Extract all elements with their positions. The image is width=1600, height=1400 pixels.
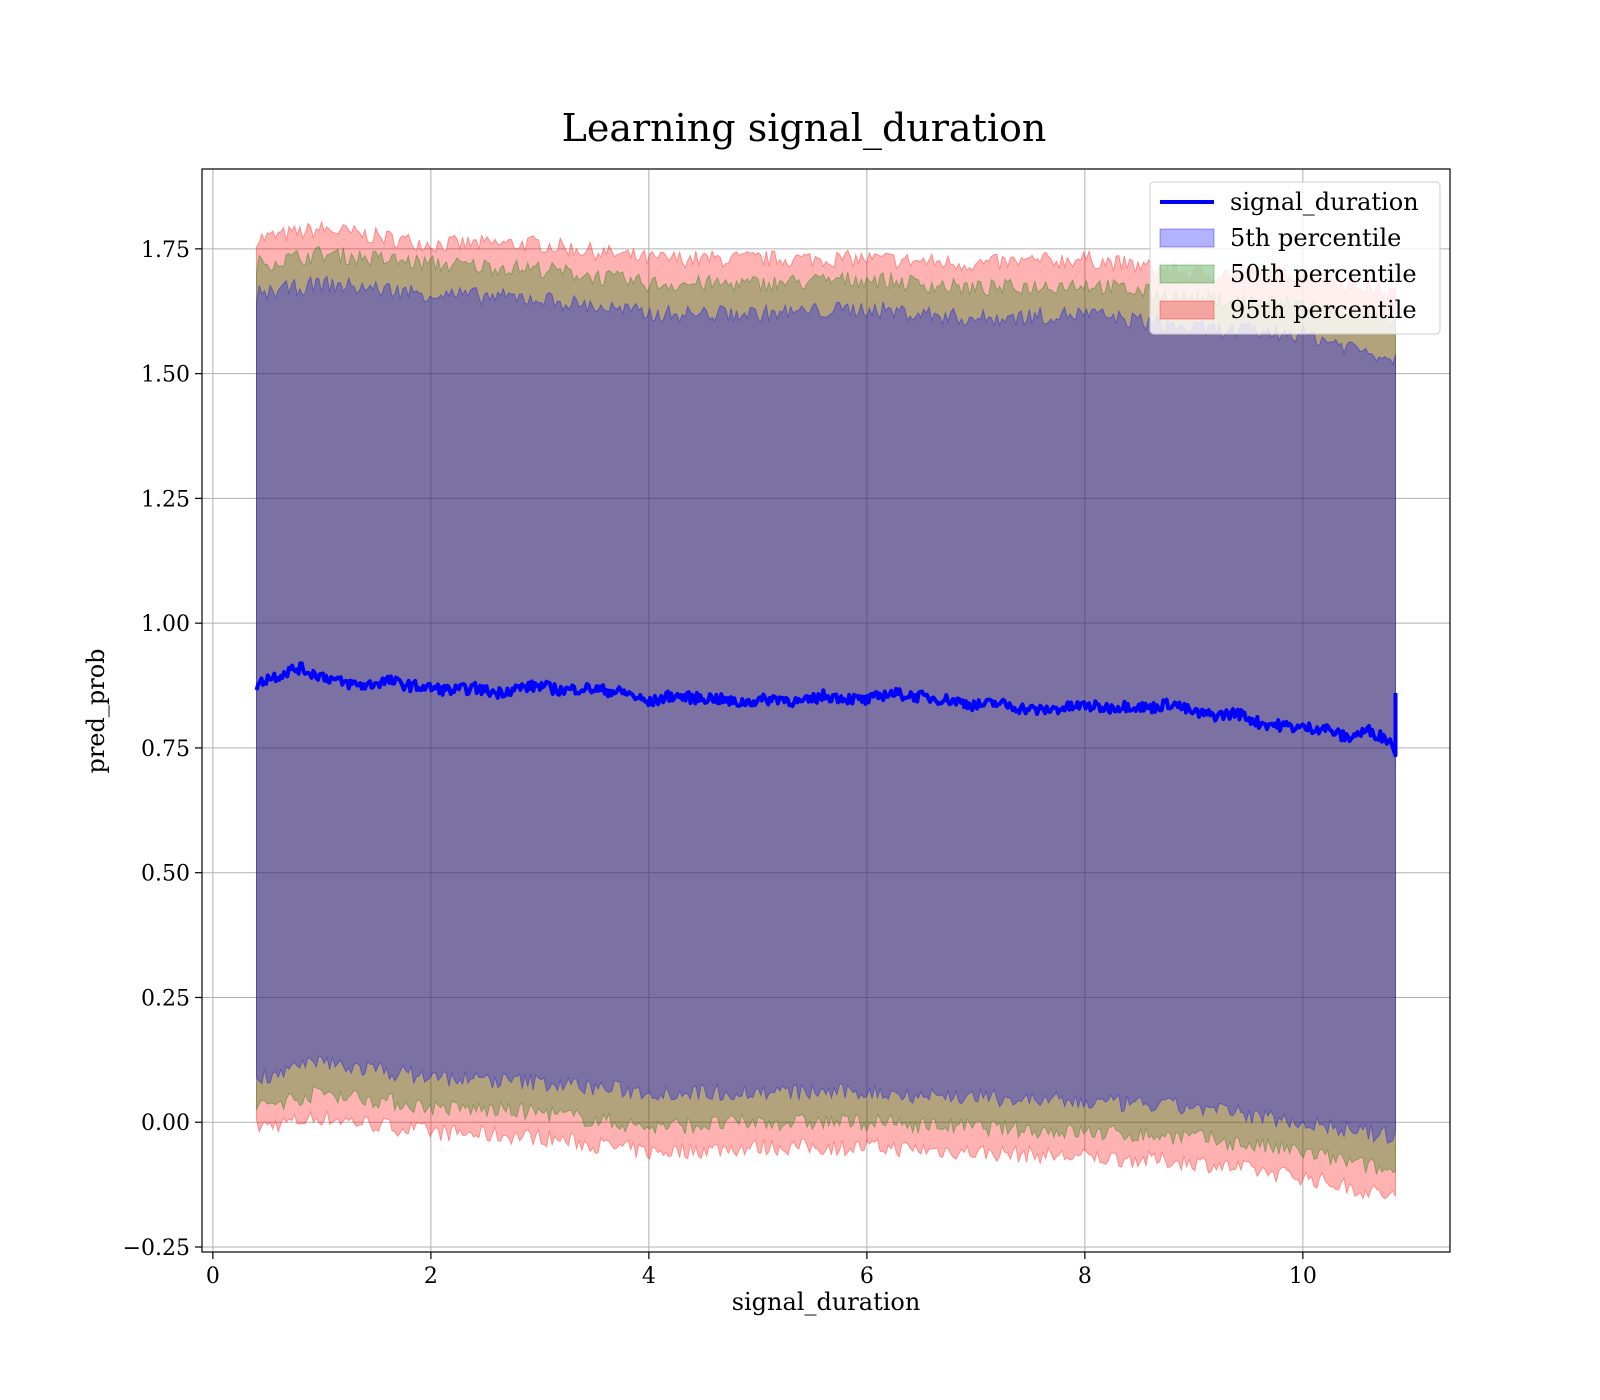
series-lines [254,661,1398,758]
series-line-signal-duration [254,661,1398,758]
x-tick-label: 2 [424,1264,438,1289]
x-tick-label: 10 [1289,1264,1317,1289]
y-axis-ticks: −0.25 0.00 0.25 0.50 0.75 1.00 1.25 1.50 1.75 [123,238,202,1261]
legend: signal_duration 5th percentile 50th percen… [1149,181,1441,335]
x-tick-label: 0 [206,1264,220,1289]
legend-label: signal_duration [1230,188,1419,216]
band-95th-percentile [256,220,1396,1200]
y-tick-label: 0.00 [141,1111,190,1136]
x-axis-ticks: 0 2 4 6 8 10 [206,1252,1317,1289]
x-tick-label: 8 [1078,1264,1092,1289]
y-tick-label: −0.25 [123,1236,190,1261]
plot-frame [201,168,1451,1253]
x-axis-label: signal_duration [732,1288,921,1316]
legend-label: 95th percentile [1230,296,1417,324]
legend-swatch-patch [1159,228,1215,248]
y-tick-label: 0.25 [141,986,190,1011]
y-tick-label: 1.00 [141,612,190,637]
y-tick-label: 1.75 [141,238,190,263]
y-tick-label: 0.50 [141,862,190,887]
legend-label: 50th percentile [1230,260,1417,288]
legend-label: 5th percentile [1230,224,1401,252]
legend-box [1149,181,1441,335]
y-tick-label: 1.50 [141,363,190,388]
band-50th-percentile [256,245,1396,1175]
y-axis-label: pred_prob [82,648,110,773]
x-tick-label: 6 [860,1264,874,1289]
percentile-bands [256,220,1396,1200]
legend-swatch-patch [1159,264,1215,284]
x-tick-label: 4 [642,1264,656,1289]
grid [202,169,1450,1252]
band-5th-percentile [256,275,1396,1145]
chart-title: Learning signal_duration [562,106,1047,151]
y-tick-label: 1.25 [141,487,190,512]
legend-swatch-patch [1159,300,1215,320]
plot-area [201,168,1451,1253]
y-tick-label: 0.75 [141,737,190,762]
